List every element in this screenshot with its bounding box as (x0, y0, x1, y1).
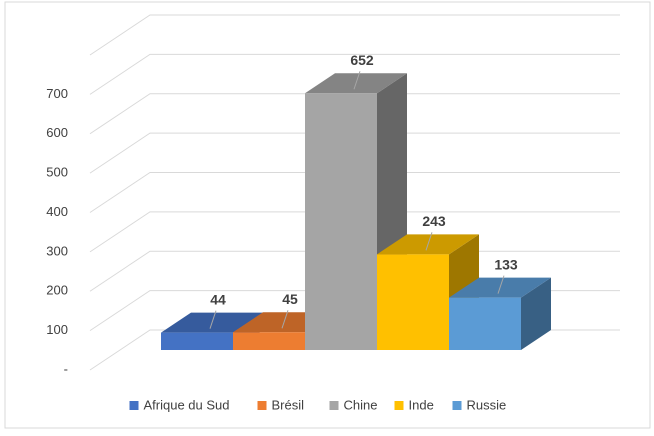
grid-line (89, 14, 620, 56)
legend-swatch (257, 401, 267, 410)
grid-line (89, 53, 620, 95)
label-leader (353, 71, 361, 90)
legend-label: Russie (467, 397, 507, 412)
label-leader (497, 275, 505, 294)
bar (233, 332, 305, 350)
legend-label: Afrique du Sud (144, 397, 230, 412)
grid-line (89, 172, 620, 213)
grid-line (89, 211, 620, 253)
value-label: 44 (210, 291, 226, 307)
legend-label: Inde (409, 397, 434, 412)
value-label: 133 (494, 256, 518, 272)
bar (449, 297, 521, 350)
label-leader (425, 232, 433, 251)
bar (377, 254, 449, 350)
value-label: 45 (282, 291, 298, 307)
legend-swatch (394, 401, 404, 410)
y-tick-label: 400 (46, 204, 68, 219)
label-leader (281, 310, 289, 329)
label-leader (209, 310, 217, 329)
legend-swatch (452, 401, 462, 410)
legend-swatch (329, 401, 339, 410)
y-tick-label: 300 (46, 243, 68, 258)
legend-swatch (129, 401, 139, 410)
grid-line (89, 132, 620, 174)
value-label: 243 (422, 213, 446, 229)
bar (305, 93, 377, 351)
legend-label: Chine (344, 397, 378, 412)
y-tick-label: 500 (46, 165, 68, 180)
y-tick-label: - (64, 361, 68, 376)
y-tick-label: 200 (46, 283, 68, 298)
grid-line (89, 93, 620, 135)
y-tick-label: 600 (46, 125, 68, 140)
bar-side (521, 277, 551, 350)
legend-label: Brésil (272, 397, 305, 412)
bar (161, 332, 233, 350)
value-label: 652 (350, 52, 374, 68)
y-tick-label: 100 (46, 322, 68, 337)
y-tick-label: 700 (46, 86, 68, 101)
